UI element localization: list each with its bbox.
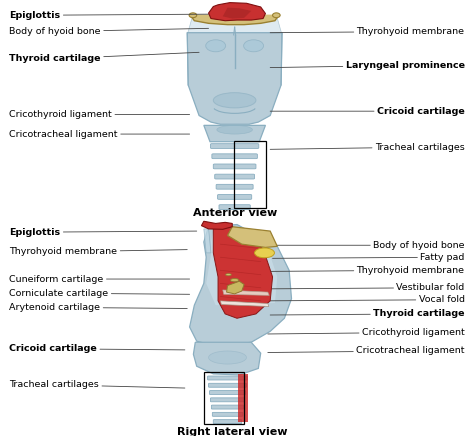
Ellipse shape — [213, 93, 256, 108]
FancyBboxPatch shape — [210, 398, 245, 402]
Ellipse shape — [189, 13, 197, 17]
Text: Cuneiform cartilage: Cuneiform cartilage — [9, 275, 190, 283]
FancyBboxPatch shape — [211, 405, 244, 409]
Text: Cricothyroid ligament: Cricothyroid ligament — [268, 328, 465, 337]
Text: Cricoid cartilage: Cricoid cartilage — [9, 344, 185, 353]
Text: Cricothyroid ligament: Cricothyroid ligament — [9, 110, 190, 119]
Ellipse shape — [209, 351, 246, 364]
Text: Vestibular fold: Vestibular fold — [268, 283, 465, 292]
Text: Thyrohyoid membrane: Thyrohyoid membrane — [9, 247, 187, 256]
Polygon shape — [223, 290, 269, 296]
Text: Fatty pad: Fatty pad — [273, 253, 465, 262]
Text: Thyroid cartilage: Thyroid cartilage — [9, 52, 199, 63]
Text: Corniculate cartilage: Corniculate cartilage — [9, 289, 190, 298]
Text: Tracheal cartilages: Tracheal cartilages — [270, 143, 465, 152]
FancyBboxPatch shape — [209, 383, 246, 387]
Polygon shape — [193, 342, 261, 375]
FancyBboxPatch shape — [208, 376, 247, 380]
Ellipse shape — [230, 279, 239, 282]
FancyBboxPatch shape — [219, 205, 250, 209]
Text: Tracheal cartilages: Tracheal cartilages — [9, 380, 185, 389]
Ellipse shape — [255, 248, 274, 258]
Text: Arytenoid cartilage: Arytenoid cartilage — [9, 303, 187, 312]
Bar — [238, 374, 248, 422]
Polygon shape — [206, 227, 277, 305]
Text: Body of hyoid bone: Body of hyoid bone — [275, 241, 465, 250]
Bar — [204, 372, 244, 424]
Ellipse shape — [244, 40, 264, 52]
Ellipse shape — [273, 13, 280, 17]
Polygon shape — [209, 3, 265, 20]
FancyBboxPatch shape — [212, 154, 257, 159]
FancyBboxPatch shape — [210, 391, 246, 395]
Text: Epiglottis: Epiglottis — [9, 11, 209, 20]
Polygon shape — [223, 7, 251, 19]
Bar — [234, 141, 266, 208]
FancyBboxPatch shape — [213, 419, 242, 424]
Text: Epiglottis: Epiglottis — [9, 228, 197, 237]
Text: Cricotracheal ligament: Cricotracheal ligament — [268, 347, 465, 355]
Ellipse shape — [206, 40, 226, 52]
FancyBboxPatch shape — [213, 164, 256, 169]
FancyBboxPatch shape — [218, 194, 252, 199]
Polygon shape — [201, 221, 232, 229]
Polygon shape — [220, 301, 269, 307]
Polygon shape — [190, 225, 292, 347]
FancyBboxPatch shape — [215, 174, 255, 179]
Text: Cricoid cartilage: Cricoid cartilage — [270, 107, 465, 116]
Text: Laryngeal prominence: Laryngeal prominence — [270, 61, 465, 70]
Polygon shape — [192, 14, 277, 24]
Text: Thyrohyoid membrane: Thyrohyoid membrane — [270, 27, 465, 36]
Text: Cricotracheal ligament: Cricotracheal ligament — [9, 129, 190, 139]
FancyBboxPatch shape — [212, 412, 243, 416]
Ellipse shape — [226, 274, 231, 276]
Polygon shape — [228, 227, 277, 248]
Text: Body of hyoid bone: Body of hyoid bone — [9, 27, 209, 36]
Polygon shape — [187, 18, 282, 35]
Polygon shape — [204, 126, 265, 142]
Text: Vocal fold: Vocal fold — [265, 295, 465, 304]
FancyBboxPatch shape — [216, 184, 253, 189]
Text: Anterior view: Anterior view — [192, 208, 277, 218]
Text: Thyroid cartilage: Thyroid cartilage — [270, 310, 465, 318]
Polygon shape — [187, 33, 282, 124]
Polygon shape — [227, 281, 244, 294]
Polygon shape — [204, 229, 211, 253]
Polygon shape — [213, 227, 273, 318]
FancyBboxPatch shape — [210, 144, 259, 148]
Text: Thyrohyoid membrane: Thyrohyoid membrane — [268, 266, 465, 275]
Text: Right lateral view: Right lateral view — [177, 427, 288, 436]
Polygon shape — [220, 124, 249, 126]
Ellipse shape — [217, 126, 252, 134]
